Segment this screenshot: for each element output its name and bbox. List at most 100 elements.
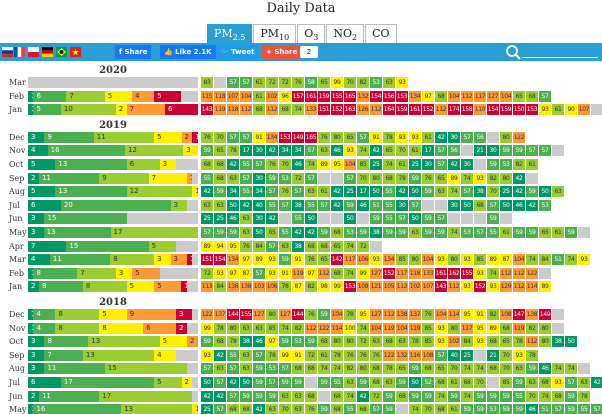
day-cell[interactable]: 95 bbox=[227, 240, 239, 252]
day-cell[interactable]: 102 bbox=[266, 90, 278, 102]
day-cell[interactable]: 68 bbox=[253, 104, 265, 116]
day-cell[interactable]: 164 bbox=[383, 104, 395, 116]
day-cell[interactable]: 104 bbox=[370, 322, 382, 334]
day-cell[interactable]: 115 bbox=[201, 90, 213, 102]
day-cell[interactable]: 42 bbox=[435, 131, 447, 143]
day-cell[interactable]: 74 bbox=[526, 254, 538, 266]
day-cell[interactable]: 107 bbox=[578, 104, 590, 116]
day-cell[interactable]: 144 bbox=[227, 309, 239, 320]
day-cell[interactable]: 61 bbox=[448, 404, 460, 414]
day-cell[interactable]: 70 bbox=[526, 390, 538, 402]
day-cell[interactable]: 53 bbox=[370, 77, 382, 88]
day-cell[interactable]: 55 bbox=[227, 349, 239, 361]
month-summary-bar[interactable]: 4 16 12 3 bbox=[28, 145, 198, 157]
day-cell[interactable]: 74 bbox=[383, 159, 395, 170]
tab-o3[interactable]: O3 bbox=[297, 24, 326, 44]
day-cell[interactable]: 57 bbox=[227, 77, 239, 88]
day-cell[interactable]: 63 bbox=[214, 199, 226, 211]
day-cell[interactable]: 93 bbox=[552, 377, 564, 388]
day-cell[interactable]: 63 bbox=[266, 404, 278, 414]
day-cell[interactable]: 59 bbox=[422, 227, 434, 238]
day-cell[interactable]: 42 bbox=[266, 145, 278, 157]
day-cell[interactable]: 91 bbox=[279, 267, 291, 279]
day-cell[interactable]: 57 bbox=[526, 145, 538, 157]
day-cell[interactable]: 70 bbox=[279, 159, 291, 170]
day-cell[interactable]: 57 bbox=[461, 131, 473, 143]
day-cell[interactable]: 42 bbox=[526, 199, 538, 211]
day-cell[interactable]: 152 bbox=[331, 104, 343, 116]
day-cell[interactable]: 78 bbox=[383, 363, 395, 375]
day-cell[interactable]: 30 bbox=[461, 159, 473, 170]
day-cell[interactable]: 132 bbox=[357, 90, 369, 102]
day-cell[interactable]: 74 bbox=[448, 186, 460, 198]
day-cell[interactable]: 108 bbox=[500, 309, 512, 320]
day-cell[interactable]: 53 bbox=[279, 172, 291, 184]
day-cell[interactable]: 107 bbox=[422, 281, 434, 293]
day-cell[interactable]: 25 bbox=[214, 213, 226, 225]
day-cell[interactable]: 68 bbox=[396, 390, 408, 402]
day-cell[interactable]: 53 bbox=[344, 227, 356, 238]
day-cell[interactable] bbox=[357, 213, 369, 225]
day-cell[interactable]: 161 bbox=[409, 104, 421, 116]
day-cell[interactable]: 59 bbox=[240, 390, 252, 402]
month-summary-bar[interactable]: 1 5 10 2 7 6 bbox=[28, 104, 198, 116]
day-cell[interactable]: 93 bbox=[474, 172, 486, 184]
day-cell[interactable]: 17 bbox=[357, 186, 369, 198]
day-cell[interactable]: 112 bbox=[370, 104, 382, 116]
day-cell[interactable]: 30 bbox=[448, 199, 460, 211]
day-cell[interactable]: 50 bbox=[201, 377, 213, 388]
day-cell[interactable] bbox=[331, 172, 343, 184]
day-cell[interactable]: 68 bbox=[500, 322, 512, 334]
day-cell[interactable] bbox=[552, 145, 564, 157]
day-cell[interactable]: 46 bbox=[253, 336, 265, 348]
day-cell[interactable]: 118 bbox=[409, 267, 421, 279]
day-cell[interactable]: 42 bbox=[305, 227, 317, 238]
day-cell[interactable]: 102 bbox=[448, 336, 460, 348]
day-cell[interactable]: 112 bbox=[396, 281, 408, 293]
day-cell[interactable]: 59 bbox=[487, 159, 499, 170]
day-cell[interactable]: 59 bbox=[318, 404, 330, 414]
day-cell[interactable]: 119 bbox=[292, 267, 304, 279]
vietnam-flag-icon[interactable] bbox=[70, 47, 81, 57]
day-cell[interactable]: 93 bbox=[461, 281, 473, 293]
day-cell[interactable]: 119 bbox=[214, 104, 226, 116]
day-cell[interactable]: 74 bbox=[565, 254, 577, 266]
russia-flag-icon[interactable] bbox=[2, 47, 13, 57]
day-cell[interactable]: 94 bbox=[214, 240, 226, 252]
day-cell[interactable]: 93 bbox=[266, 267, 278, 279]
germany-flag-icon[interactable] bbox=[42, 47, 53, 57]
day-cell[interactable]: 72 bbox=[201, 267, 213, 279]
day-cell[interactable]: 57 bbox=[279, 199, 291, 211]
day-cell[interactable]: 82 bbox=[357, 77, 369, 88]
day-cell[interactable]: 63 bbox=[201, 199, 213, 211]
day-cell[interactable]: 30 bbox=[396, 199, 408, 211]
day-cell[interactable]: 50 bbox=[305, 213, 317, 225]
day-cell[interactable]: 89 bbox=[201, 240, 213, 252]
day-cell[interactable]: 57 bbox=[552, 404, 564, 414]
day-cell[interactable]: 151 bbox=[201, 254, 213, 266]
day-cell[interactable]: 74 bbox=[539, 390, 551, 402]
day-cell[interactable]: 46 bbox=[539, 363, 551, 375]
day-cell[interactable]: 152 bbox=[474, 281, 486, 293]
day-cell[interactable]: 99 bbox=[279, 349, 291, 361]
day-cell[interactable]: 84 bbox=[214, 281, 226, 293]
day-cell[interactable]: 59 bbox=[266, 390, 278, 402]
day-cell[interactable]: 85 bbox=[422, 322, 434, 334]
day-cell[interactable]: 78 bbox=[279, 281, 291, 293]
day-cell[interactable]: 68 bbox=[318, 336, 330, 348]
day-cell[interactable]: 61 bbox=[318, 186, 330, 198]
day-cell[interactable]: 95 bbox=[474, 322, 486, 334]
day-cell[interactable]: 42 bbox=[253, 404, 265, 414]
month-summary-bar[interactable]: 3 8 13 5 2 bbox=[28, 336, 198, 348]
day-cell[interactable]: 80 bbox=[344, 336, 356, 348]
day-cell[interactable]: 127 bbox=[487, 90, 499, 102]
day-cell[interactable]: 57 bbox=[214, 377, 226, 388]
day-cell[interactable]: 80 bbox=[539, 336, 551, 348]
day-cell[interactable]: 91 bbox=[292, 254, 304, 266]
day-cell[interactable]: 57 bbox=[240, 131, 252, 143]
day-cell[interactable]: 162 bbox=[448, 267, 460, 279]
day-cell[interactable]: 93 bbox=[266, 254, 278, 266]
day-cell[interactable]: 42 bbox=[201, 390, 213, 402]
